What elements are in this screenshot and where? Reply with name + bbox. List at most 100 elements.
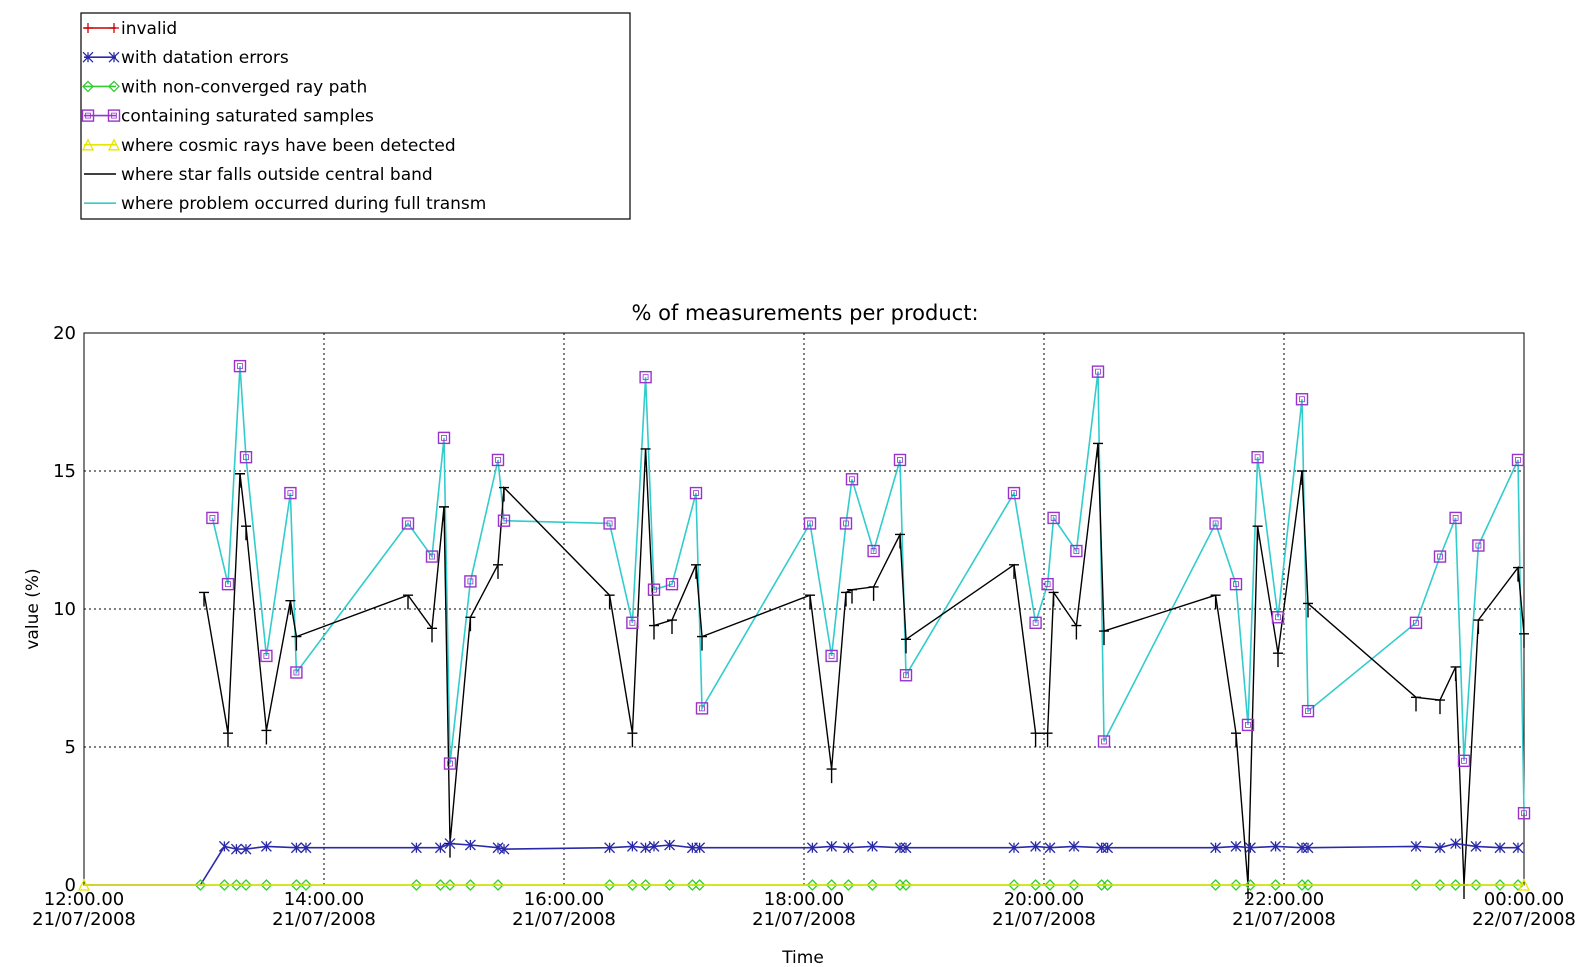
data-point	[1302, 842, 1314, 854]
data-point	[1042, 732, 1053, 748]
data-point	[1209, 879, 1222, 891]
data-point	[1473, 619, 1484, 635]
legend-label: where problem occurred during full trans…	[121, 194, 486, 214]
data-point	[1007, 486, 1021, 500]
data-point	[1434, 842, 1446, 854]
data-point	[806, 842, 818, 854]
data-point	[806, 879, 819, 891]
data-point	[1210, 842, 1222, 854]
data-point	[1301, 704, 1315, 718]
data-point	[465, 616, 476, 632]
data-point	[841, 591, 851, 607]
data-point	[1009, 564, 1019, 579]
data-point	[627, 732, 638, 748]
data-point	[464, 575, 477, 588]
data-point	[1450, 838, 1462, 850]
data-point	[410, 879, 423, 891]
data-point	[1513, 566, 1523, 582]
data-point	[1512, 879, 1524, 891]
data-point	[640, 448, 651, 463]
data-point	[1008, 879, 1020, 891]
data-point	[842, 842, 854, 854]
data-point	[493, 564, 503, 579]
data-point	[218, 840, 230, 852]
data-point	[261, 729, 272, 745]
data-point	[866, 840, 878, 852]
data-point	[1295, 393, 1309, 406]
data-point	[1434, 879, 1446, 891]
data-point	[434, 879, 447, 891]
data-point	[603, 517, 616, 530]
data-point	[1229, 577, 1243, 591]
y-tick-label: 10	[53, 599, 76, 620]
data-point	[439, 506, 449, 521]
x-tick-date: 21/07/2008	[512, 909, 616, 930]
data-point	[444, 838, 456, 850]
data-point	[1409, 616, 1423, 629]
data-point	[1303, 602, 1313, 618]
data-point	[284, 486, 297, 500]
y-tick-label: 15	[53, 461, 76, 482]
data-point	[1209, 517, 1222, 530]
legend-marker-start	[83, 23, 93, 33]
data-point	[845, 473, 859, 486]
data-point	[300, 842, 312, 854]
series-layer	[77, 359, 1531, 899]
legend-marker-end	[108, 51, 120, 63]
data-point	[1302, 879, 1314, 891]
data-point	[695, 702, 709, 715]
data-point	[626, 616, 639, 629]
legend-label: with datation errors	[121, 48, 289, 68]
data-point	[1410, 840, 1422, 852]
data-point	[649, 624, 659, 640]
data-point	[839, 517, 853, 530]
data-point	[1470, 879, 1482, 891]
data-point	[241, 525, 251, 541]
data-point	[1044, 842, 1056, 854]
data-point	[847, 588, 857, 604]
data-point	[1091, 365, 1105, 378]
data-point	[1230, 879, 1242, 891]
data-point	[290, 842, 302, 854]
data-point	[1273, 652, 1283, 668]
legend-item: with datation errors	[82, 48, 289, 68]
data-point	[667, 619, 677, 635]
legend-marker-end	[109, 23, 119, 33]
data-point	[1472, 539, 1485, 552]
data-point	[290, 666, 303, 679]
legend-marker-start	[81, 109, 95, 122]
data-point	[427, 627, 437, 643]
data-point	[697, 635, 707, 651]
data-point	[1044, 879, 1056, 891]
series-where-problem-occurred-during-full-transm	[211, 366, 1525, 814]
data-point	[1494, 842, 1506, 854]
data-point	[1511, 453, 1525, 467]
data-point	[805, 594, 815, 610]
data-point	[230, 879, 243, 891]
x-axis-ticks: 12:00.0021/07/200814:00.0021/07/200816:0…	[32, 889, 1576, 930]
data-point	[900, 879, 912, 891]
legend-label: with non-converged ray path	[121, 77, 367, 97]
x-tick-date: 21/07/2008	[992, 909, 1096, 930]
data-point	[1494, 879, 1506, 891]
data-point	[464, 879, 477, 891]
data-point	[1252, 525, 1263, 541]
data-point	[663, 879, 676, 891]
data-point	[1068, 840, 1080, 852]
data-point	[1047, 511, 1060, 525]
data-point	[868, 586, 879, 601]
data-point	[260, 840, 272, 852]
data-point	[1210, 594, 1221, 610]
legend-marker-start	[82, 51, 94, 63]
x-tick-time: 20:00.00	[1004, 889, 1085, 910]
data-point	[689, 486, 703, 500]
data-point	[491, 453, 505, 467]
series-where-star-falls-outside-central-band	[199, 442, 1529, 899]
data-point	[1244, 879, 1257, 891]
data-point	[1459, 884, 1469, 899]
data-point	[291, 635, 302, 651]
legend-item: where star falls outside central band	[84, 165, 433, 185]
data-point	[639, 370, 652, 384]
data-point	[464, 839, 476, 851]
data-point	[604, 594, 615, 610]
